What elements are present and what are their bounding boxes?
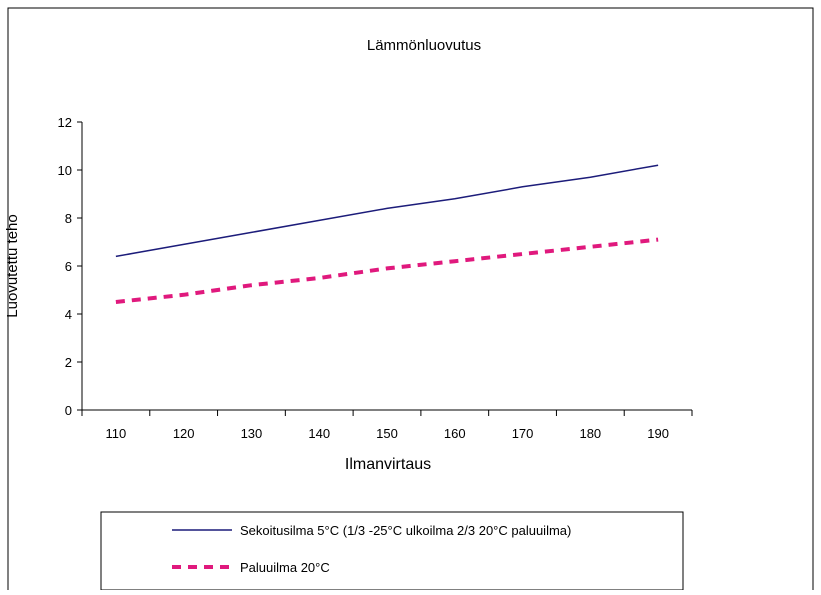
y-axis-label: Luovutettu teho xyxy=(4,214,21,317)
x-tick-label: 170 xyxy=(512,426,534,441)
y-tick-label: 12 xyxy=(58,115,72,130)
x-tick-label: 190 xyxy=(647,426,669,441)
x-tick-label: 140 xyxy=(308,426,330,441)
legend-label-paluuilma: Paluuilma 20°C xyxy=(240,560,330,575)
y-tick-label: 0 xyxy=(65,403,72,418)
x-tick-label: 130 xyxy=(241,426,263,441)
y-tick-label: 10 xyxy=(58,163,72,178)
axes: 0 2 4 6 8 10 12 110 120 130 140 150 160 170 180 190 xyxy=(58,115,693,441)
y-tick-label: 6 xyxy=(65,259,72,274)
y-tick-label: 4 xyxy=(65,307,72,322)
x-tick-label: 160 xyxy=(444,426,466,441)
series-line-sekoitusilma xyxy=(115,164,659,258)
legend-label-sekoitusilma: Sekoitusilma 5°C (1/3 -25°C ulkoilma 2/3… xyxy=(240,523,571,538)
series-line-paluuilma xyxy=(115,237,659,304)
x-tick-label: 110 xyxy=(106,426,127,441)
series-layer xyxy=(115,164,659,304)
chart-border xyxy=(7,7,814,590)
x-tick-label: 150 xyxy=(376,426,398,441)
chart-title: Lämmönluovutus xyxy=(367,37,481,54)
x-tick-label: 120 xyxy=(173,426,195,441)
y-tick-label: 8 xyxy=(65,211,72,226)
x-axis-label: Ilmanvirtaus xyxy=(345,456,431,473)
x-tick-label: 180 xyxy=(579,426,601,441)
legend-box xyxy=(100,511,684,591)
y-tick-label: 2 xyxy=(65,355,72,370)
